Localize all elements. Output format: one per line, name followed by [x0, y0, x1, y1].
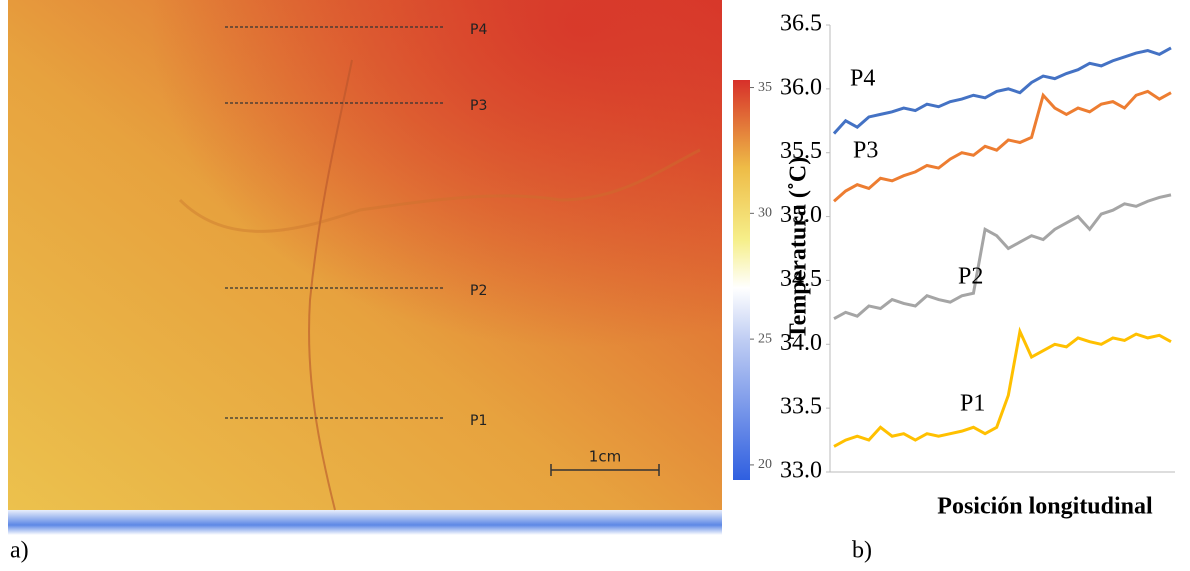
colorbar-tick-label: 35 [758, 80, 772, 95]
scale-bar-label: 1cm [589, 448, 621, 466]
colorbar [733, 80, 750, 480]
colorbar-tick-label: 25 [758, 331, 772, 346]
y-tick-label: 34.0 [780, 330, 822, 356]
y-tick-label: 36.0 [780, 74, 822, 100]
panel-b: 33.0 33.5 34.0 34.5 35.0 35.5 36.0 36.5 Temperat… [780, 11, 1175, 564]
x-axis-label: Posición longitudinal [937, 494, 1153, 520]
y-tick-label: 34.5 [780, 266, 822, 292]
series-line [833, 326, 1172, 448]
series-line [832, 46, 1172, 135]
series-line [833, 193, 1172, 321]
series-label: P3 [853, 138, 878, 164]
profile-label: P1 [470, 413, 487, 429]
series-line [833, 89, 1172, 203]
y-tick-label: 35.0 [780, 202, 822, 228]
panel-a: P4 P3 P2 P1 1cm a) 20 25 30 35 [10, 22, 772, 564]
colorbar-tick-label: 20 [758, 457, 772, 472]
series-label: P4 [850, 66, 875, 92]
thermal-image [8, 0, 722, 535]
y-tick-label: 36.5 [780, 11, 822, 37]
series-label: P1 [960, 391, 985, 417]
y-tick-label: 33.0 [780, 458, 822, 484]
series-label: P2 [958, 264, 983, 290]
panel-label: b) [852, 538, 872, 564]
y-axis-label: Temperatura (˚C) [786, 157, 812, 339]
y-tick-label: 35.5 [780, 138, 822, 164]
profile-label: P4 [470, 22, 487, 38]
profile-label: P2 [470, 283, 487, 299]
panel-label: a) [10, 538, 29, 564]
profile-label: P3 [470, 98, 487, 114]
colorbar-tick-label: 30 [758, 206, 772, 221]
y-tick-label: 33.5 [780, 394, 822, 420]
